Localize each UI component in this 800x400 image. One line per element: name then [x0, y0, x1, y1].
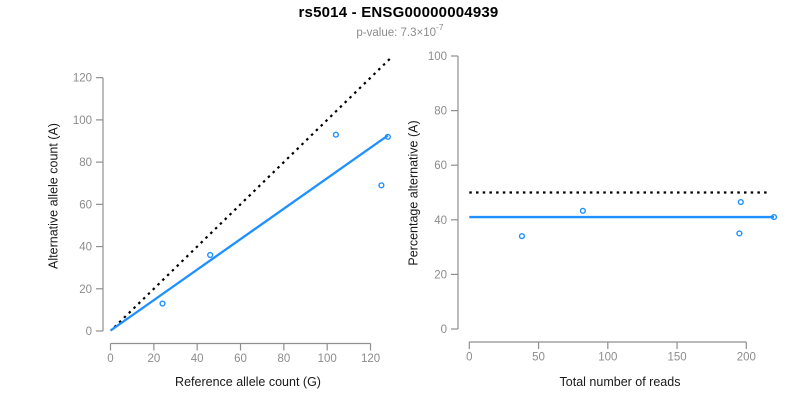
- x-tick-label: 60: [234, 353, 247, 365]
- y-tick-label: 80: [434, 106, 447, 118]
- y-axis-title: Percentage alternative (A): [407, 120, 421, 265]
- data-point: [332, 131, 339, 138]
- fit-line: [109, 134, 389, 332]
- data-point: [518, 233, 526, 240]
- x-tick-label: 120: [361, 353, 380, 365]
- data-point: [737, 198, 744, 206]
- x-tick-label: 0: [107, 353, 113, 365]
- x-axis-title: Reference allele count (G): [175, 375, 321, 389]
- y-tick-label: 100: [428, 51, 447, 63]
- x-tick-label: 20: [147, 353, 160, 365]
- x-tick-label: 200: [737, 352, 756, 364]
- x-tick-label: 100: [318, 353, 337, 365]
- y-tick-label: 0: [86, 326, 92, 338]
- allele-counts-panel: 0 20 40 60 80 100 120 0 20 40 60 80 100 120 Reference …: [47, 56, 392, 389]
- pvalue-subtitle: p-value: 7.3×10-7: [0, 22, 800, 39]
- pvalue-text: p-value: 7.3×10: [356, 26, 437, 39]
- x-tick-label: 50: [532, 352, 545, 364]
- percentage-vs-reads-panel: 0 50 100 150 200 0 20 40 60 80 100 Total number of …: [407, 51, 778, 389]
- y-axis-title: Alternative allele count (A): [47, 123, 61, 269]
- y-tick-label: 20: [434, 269, 447, 281]
- pvalue-exponent: -7: [436, 22, 444, 32]
- data-point: [770, 213, 778, 221]
- data-point: [384, 133, 391, 140]
- page-title: rs5014 - ENSG00000004939: [298, 4, 499, 21]
- data-point: [736, 230, 743, 237]
- x-tick-label: 0: [466, 352, 472, 364]
- x-tick-label: 150: [667, 352, 686, 364]
- identity-line: [113, 56, 392, 328]
- data-point: [159, 300, 166, 307]
- y-tick-label: 120: [73, 73, 92, 85]
- x-tick-label: 80: [277, 353, 290, 365]
- x-tick-label: 100: [598, 352, 617, 364]
- y-tick-label: 40: [79, 242, 92, 254]
- x-tick-label: 40: [191, 353, 204, 365]
- data-point: [378, 182, 385, 189]
- y-tick-label: 60: [79, 199, 92, 211]
- y-tick-label: 20: [79, 284, 92, 296]
- y-tick-label: 100: [73, 115, 92, 127]
- y-tick-label: 80: [79, 157, 92, 169]
- data-point: [207, 251, 214, 259]
- y-tick-label: 0: [441, 324, 447, 336]
- data-point: [579, 207, 586, 214]
- x-axis-title: Total number of reads: [560, 375, 681, 389]
- y-tick-label: 40: [434, 215, 447, 227]
- y-tick-label: 60: [434, 160, 447, 172]
